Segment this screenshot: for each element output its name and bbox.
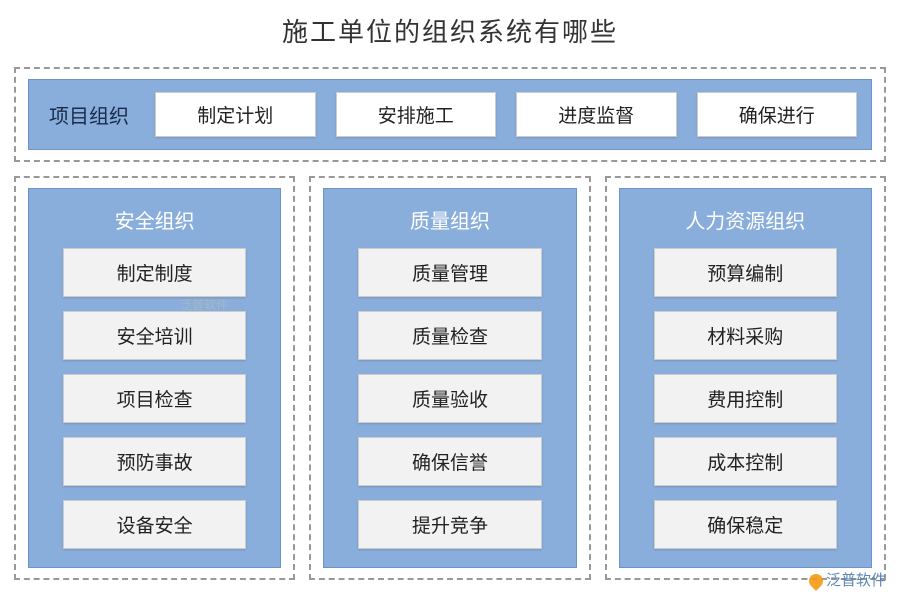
list-item: 提升竞争 xyxy=(358,500,541,549)
list-item: 安全培训 xyxy=(63,311,246,360)
top-item: 确保进行 xyxy=(697,92,858,137)
top-item: 安排施工 xyxy=(336,92,497,137)
list-item: 质量验收 xyxy=(358,374,541,423)
page-title: 施工单位的组织系统有哪些 xyxy=(8,12,892,49)
list-item: 确保稳定 xyxy=(654,500,837,549)
list-item: 项目检查 xyxy=(63,374,246,423)
logo-icon xyxy=(806,571,826,591)
safety-header: 安全组织 xyxy=(115,199,195,248)
top-item: 制定计划 xyxy=(155,92,316,137)
list-item: 费用控制 xyxy=(654,374,837,423)
top-section-box: 项目组织 制定计划 安排施工 进度监督 确保进行 xyxy=(14,67,886,162)
watermark-bottom: 泛普软件 xyxy=(809,569,886,590)
project-org-panel: 项目组织 制定计划 安排施工 进度监督 确保进行 xyxy=(28,79,872,150)
list-item: 成本控制 xyxy=(654,437,837,486)
list-item: 质量管理 xyxy=(358,248,541,297)
safety-panel: 安全组织 制定制度 安全培训 项目检查 预防事故 设备安全 xyxy=(28,188,281,568)
list-item: 预防事故 xyxy=(63,437,246,486)
list-item: 设备安全 xyxy=(63,500,246,549)
columns-row: 安全组织 制定制度 安全培训 项目检查 预防事故 设备安全 质量组织 质量管理 … xyxy=(8,176,892,580)
list-item: 制定制度 xyxy=(63,248,246,297)
list-item: 材料采购 xyxy=(654,311,837,360)
column-hr: 人力资源组织 预算编制 材料采购 费用控制 成本控制 确保稳定 xyxy=(605,176,886,580)
quality-header: 质量组织 xyxy=(410,199,490,248)
quality-panel: 质量组织 质量管理 质量检查 质量验收 确保信誉 提升竞争 xyxy=(323,188,576,568)
hr-header: 人力资源组织 xyxy=(685,199,805,248)
watermark-mid: 泛普软件 xyxy=(180,296,228,313)
list-item: 确保信誉 xyxy=(358,437,541,486)
hr-panel: 人力资源组织 预算编制 材料采购 费用控制 成本控制 确保稳定 xyxy=(619,188,872,568)
list-item: 预算编制 xyxy=(654,248,837,297)
list-item: 质量检查 xyxy=(358,311,541,360)
top-item: 进度监督 xyxy=(516,92,677,137)
column-quality: 质量组织 质量管理 质量检查 质量验收 确保信誉 提升竞争 xyxy=(309,176,590,580)
watermark-bottom-text: 泛普软件 xyxy=(826,572,886,589)
project-org-label: 项目组织 xyxy=(43,100,135,129)
column-safety: 安全组织 制定制度 安全培训 项目检查 预防事故 设备安全 xyxy=(14,176,295,580)
